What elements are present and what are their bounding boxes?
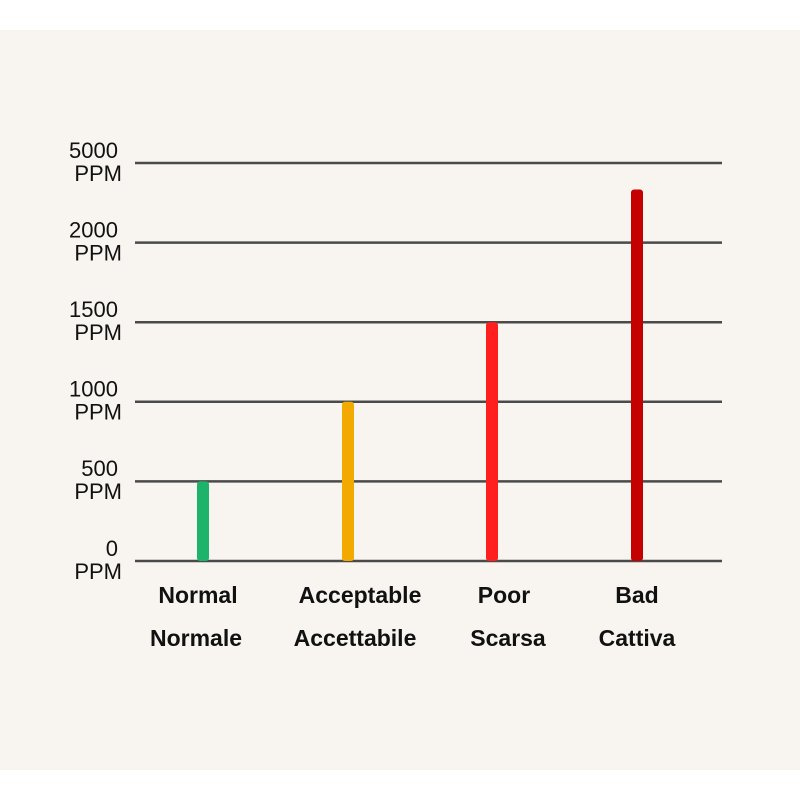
- category-label: Acceptable: [299, 582, 422, 608]
- y-tick-label: 5000: [69, 138, 118, 163]
- category-label-it: Normale: [150, 625, 242, 651]
- chart-background: [0, 30, 800, 770]
- y-tick-label: 1000: [69, 377, 118, 402]
- category-label-it: Accettabile: [294, 625, 417, 651]
- y-tick-unit: PPM: [74, 161, 122, 186]
- bar: [342, 401, 354, 561]
- y-tick-label: 1500: [69, 297, 118, 322]
- bar: [197, 481, 209, 561]
- y-tick-label: 0: [106, 536, 118, 561]
- category-label: Bad: [615, 582, 658, 608]
- y-tick-unit: PPM: [74, 240, 122, 265]
- y-tick-label: 500: [81, 456, 118, 481]
- y-tick-unit: PPM: [74, 400, 122, 425]
- category-label-it: Cattiva: [599, 625, 676, 651]
- category-label: Poor: [478, 582, 530, 608]
- category-label-it: Scarsa: [470, 625, 546, 651]
- y-tick-label: 2000: [69, 217, 118, 242]
- category-label: Normal: [158, 582, 237, 608]
- bar: [486, 322, 498, 561]
- y-tick-unit: PPM: [74, 559, 122, 584]
- bar: [631, 189, 643, 562]
- y-tick-unit: PPM: [74, 479, 122, 504]
- y-tick-unit: PPM: [74, 320, 122, 345]
